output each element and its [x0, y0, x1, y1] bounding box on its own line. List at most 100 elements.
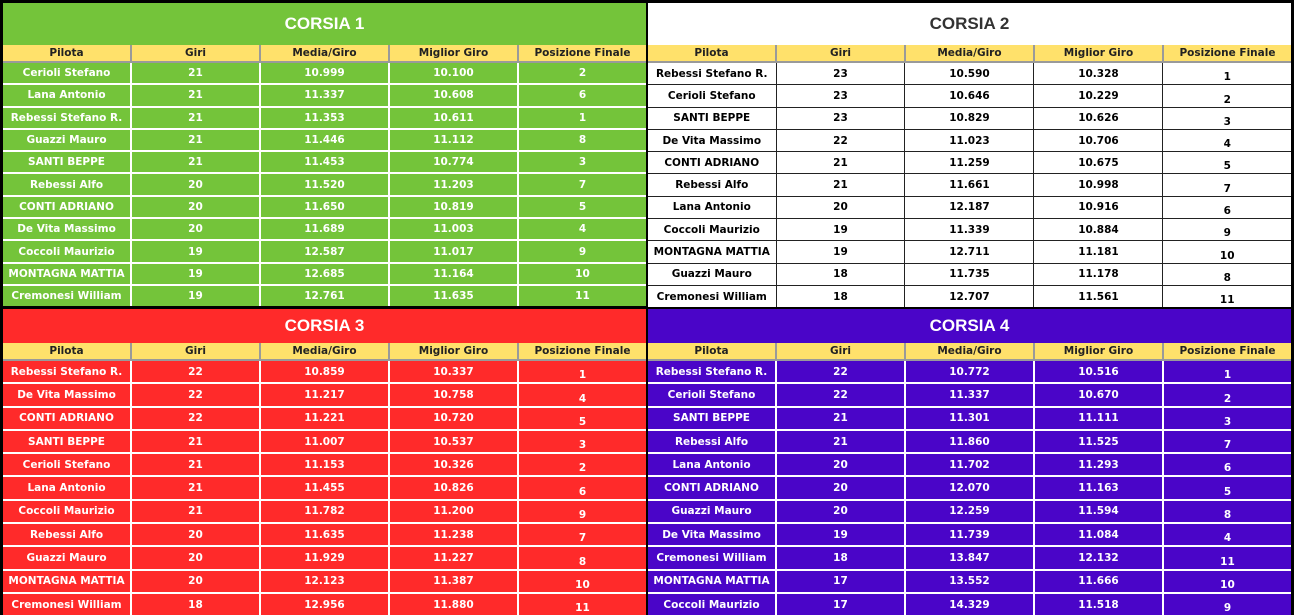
miglior-giro-cell: 11.525 — [1033, 429, 1164, 455]
giri-cell: 18 — [776, 285, 906, 308]
posizione-finale-cell: 6 — [517, 84, 646, 108]
media-giro-cell: 11.353 — [259, 106, 390, 130]
header-row: Pilota Giri Media/Giro Miglior Giro Posizion… — [3, 343, 646, 361]
giri-cell: 19 — [776, 240, 906, 264]
miglior-giro-cell: 10.337 — [388, 360, 519, 385]
miglior-giro-cell: 10.516 — [1033, 360, 1164, 385]
giri-cell: 22 — [776, 360, 906, 385]
pilota-cell: Guazzi Mauro — [3, 128, 132, 153]
posizione-finale-cell: 10 — [517, 262, 646, 286]
table-row: MONTAGNA MATTIA 20 12.123 11.387 10 — [3, 569, 646, 594]
media-giro-header: Media/Giro — [904, 45, 1035, 63]
posizione-finale-header: Posizione Finale — [1162, 343, 1291, 361]
giri-cell: 20 — [131, 195, 261, 220]
pilota-cell: MONTAGNA MATTIA — [3, 262, 132, 286]
posizione-finale-cell: 6 — [1162, 453, 1291, 478]
pilota-cell: Cerioli Stefano — [3, 62, 132, 86]
pilota-cell: Lana Antonio — [648, 453, 777, 478]
giri-cell: 20 — [131, 523, 261, 548]
table-row: CONTI ADRIANO 21 11.259 10.675 5 — [648, 151, 1291, 175]
media-giro-cell: 11.661 — [904, 173, 1035, 197]
miglior-giro-cell: 11.561 — [1033, 285, 1164, 308]
media-giro-cell: 11.650 — [259, 195, 390, 220]
miglior-giro-cell: 11.203 — [388, 173, 519, 197]
posizione-finale-cell: 8 — [1162, 263, 1291, 286]
media-giro-cell: 11.339 — [904, 218, 1035, 242]
miglior-giro-cell: 10.608 — [388, 84, 519, 108]
panel-corsia-2: CORSIA 2 Pilota Giri Media/Giro Miglior Gir… — [648, 3, 1291, 308]
posizione-finale-cell: 3 — [1162, 107, 1291, 130]
media-giro-cell: 12.187 — [904, 196, 1035, 220]
pilota-cell: Coccoli Maurizio — [648, 592, 777, 615]
media-giro-cell: 12.587 — [259, 240, 390, 264]
pilota-cell: Coccoli Maurizio — [648, 218, 777, 242]
media-giro-cell: 10.829 — [904, 107, 1035, 130]
miglior-giro-cell: 10.916 — [1033, 196, 1164, 220]
giri-cell: 20 — [131, 173, 261, 197]
giri-cell: 21 — [776, 406, 906, 431]
miglior-giro-cell: 11.084 — [1033, 523, 1164, 548]
media-giro-cell: 13.847 — [904, 546, 1035, 571]
pilota-cell: Rebessi Alfo — [648, 173, 777, 197]
posizione-finale-cell: 3 — [517, 151, 646, 175]
pilota-cell: MONTAGNA MATTIA — [648, 569, 777, 594]
posizione-finale-cell: 11 — [517, 592, 646, 615]
miglior-giro-cell: 10.758 — [388, 383, 519, 408]
miglior-giro-cell: 11.200 — [388, 499, 519, 525]
table-row: De Vita Massimo 22 11.217 10.758 4 — [3, 383, 646, 408]
table-row: CONTI ADRIANO 20 12.070 11.163 5 — [648, 476, 1291, 501]
media-giro-header: Media/Giro — [259, 45, 390, 63]
posizione-finale-cell: 1 — [1162, 360, 1291, 385]
media-giro-cell: 11.221 — [259, 406, 390, 431]
table-row: Guazzi Mauro 18 11.735 11.178 8 — [648, 263, 1291, 286]
posizione-finale-cell: 9 — [517, 499, 646, 525]
media-giro-cell: 11.702 — [904, 453, 1035, 478]
media-giro-cell: 11.860 — [904, 429, 1035, 455]
table-row: De Vita Massimo 22 11.023 10.706 4 — [648, 129, 1291, 153]
giri-cell: 22 — [131, 406, 261, 431]
header-row: Pilota Giri Media/Giro Miglior Giro Posizion… — [648, 343, 1291, 361]
table-row: Lana Antonio 21 11.337 10.608 6 — [3, 84, 646, 108]
miglior-giro-cell: 10.675 — [1033, 151, 1164, 175]
giri-cell: 20 — [776, 196, 906, 220]
posizione-finale-cell: 4 — [1162, 129, 1291, 153]
miglior-giro-cell: 10.720 — [388, 406, 519, 431]
media-giro-cell: 11.635 — [259, 523, 390, 548]
miglior-giro-cell: 11.164 — [388, 262, 519, 286]
posizione-finale-cell: 7 — [1162, 429, 1291, 455]
table-row: MONTAGNA MATTIA 17 13.552 11.666 10 — [648, 569, 1291, 594]
table-row: MONTAGNA MATTIA 19 12.685 11.164 10 — [3, 262, 646, 286]
table-row: Coccoli Maurizio 21 11.782 11.200 9 — [3, 499, 646, 525]
posizione-finale-cell: 10 — [1162, 569, 1291, 594]
table-row: CONTI ADRIANO 22 11.221 10.720 5 — [3, 406, 646, 431]
media-giro-cell: 12.259 — [904, 499, 1035, 525]
results-table: Pilota Giri Media/Giro Miglior Giro Posizion… — [648, 45, 1291, 308]
giri-cell: 21 — [131, 84, 261, 108]
pilota-cell: Rebessi Alfo — [3, 173, 132, 197]
miglior-giro-cell: 10.326 — [388, 453, 519, 478]
media-giro-cell: 12.123 — [259, 569, 390, 594]
panel-corsia-4: CORSIA 4 Pilota Giri Media/Giro Miglior Gir… — [648, 309, 1291, 615]
pilota-cell: Coccoli Maurizio — [3, 240, 132, 264]
table-row: Coccoli Maurizio 19 12.587 11.017 9 — [3, 240, 646, 264]
giri-cell: 17 — [776, 592, 906, 615]
giri-cell: 18 — [776, 263, 906, 286]
miglior-giro-cell: 12.132 — [1033, 546, 1164, 571]
miglior-giro-cell: 10.537 — [388, 429, 519, 455]
giri-cell: 21 — [776, 151, 906, 175]
pilota-cell: Rebessi Stefano R. — [648, 360, 777, 385]
miglior-giro-header: Miglior Giro — [1033, 45, 1164, 63]
miglior-giro-cell: 10.328 — [1033, 62, 1164, 86]
posizione-finale-cell: 3 — [517, 429, 646, 455]
pilota-cell: SANTI BEPPE — [3, 151, 132, 175]
media-giro-cell: 10.999 — [259, 62, 390, 86]
media-giro-cell: 11.259 — [904, 151, 1035, 175]
media-giro-header: Media/Giro — [904, 343, 1035, 361]
pilota-cell: Rebessi Stefano R. — [648, 62, 777, 86]
table-row: SANTI BEPPE 21 11.453 10.774 3 — [3, 151, 646, 175]
pilota-cell: Cremonesi William — [3, 284, 132, 307]
media-giro-cell: 12.761 — [259, 284, 390, 307]
media-giro-cell: 11.446 — [259, 128, 390, 153]
table-row: Rebessi Alfo 21 11.661 10.998 7 — [648, 173, 1291, 197]
table-row: Rebessi Alfo 21 11.860 11.525 7 — [648, 429, 1291, 455]
